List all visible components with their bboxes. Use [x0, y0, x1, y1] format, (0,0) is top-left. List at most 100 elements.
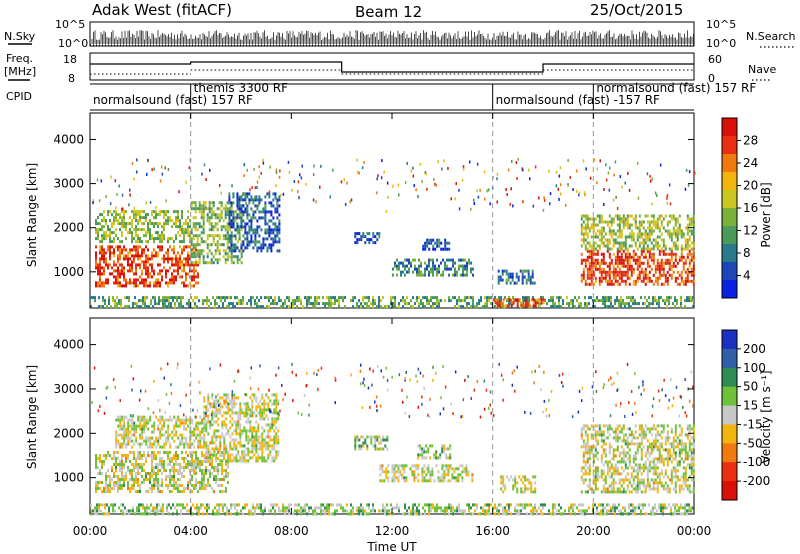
data-cell — [650, 267, 653, 271]
data-cell — [606, 249, 609, 253]
data-cell — [628, 264, 631, 268]
data-cell — [646, 249, 649, 253]
data-cell — [453, 476, 456, 480]
data-cell — [293, 180, 296, 183]
data-cell — [628, 258, 631, 262]
data-cell — [674, 258, 677, 262]
data-cell — [447, 464, 450, 468]
data-cell — [107, 266, 109, 270]
data-cell — [110, 305, 112, 309]
data-cell — [261, 402, 264, 406]
data-cell — [656, 235, 659, 239]
data-cell — [129, 269, 131, 273]
data-cell — [137, 213, 139, 217]
data-cell — [310, 296, 312, 300]
data-cell — [219, 444, 222, 448]
data-cell — [632, 217, 635, 221]
data-cell — [247, 408, 250, 412]
data-cell — [205, 429, 208, 433]
data-cell — [602, 299, 604, 303]
data-cell — [684, 276, 687, 280]
data-cell — [344, 202, 347, 206]
data-cell — [404, 181, 407, 184]
data-cell — [550, 305, 552, 309]
data-cell — [203, 487, 205, 490]
data-cell — [109, 240, 111, 244]
data-cell — [183, 418, 186, 422]
data-cell — [626, 273, 629, 277]
data-cell — [103, 251, 105, 255]
data-cell — [227, 408, 230, 412]
data-cell — [145, 254, 147, 258]
data-cell — [666, 305, 668, 309]
data-cell — [271, 444, 274, 448]
data-cell — [395, 464, 398, 468]
data-cell — [411, 464, 414, 468]
data-cell — [634, 252, 637, 256]
data-cell — [187, 228, 189, 232]
data-cell — [448, 273, 450, 277]
data-cell — [266, 246, 269, 250]
data-cell — [674, 255, 677, 259]
data-cell — [676, 217, 679, 221]
data-cell — [275, 456, 278, 460]
data-cell — [178, 302, 180, 306]
data-cell — [211, 466, 213, 469]
data-cell — [239, 429, 242, 433]
data-cell — [586, 472, 589, 476]
data-cell — [135, 240, 137, 244]
data-cell — [356, 241, 359, 245]
data-cell — [624, 302, 626, 306]
data-cell — [274, 299, 276, 303]
data-cell — [221, 432, 224, 436]
data-cell — [644, 296, 646, 300]
data-cell — [670, 276, 673, 280]
data-cell — [366, 305, 368, 309]
data-cell — [113, 251, 115, 255]
data-cell — [205, 420, 208, 424]
data-cell — [153, 439, 156, 443]
data-cell — [604, 220, 607, 224]
data-cell — [142, 299, 144, 303]
data-cell — [230, 249, 233, 253]
data-cell — [668, 252, 671, 256]
data-cell — [240, 204, 243, 208]
data-cell — [129, 430, 132, 434]
data-cell — [662, 241, 665, 245]
data-cell — [277, 441, 280, 445]
data-cell — [211, 472, 213, 475]
data-cell — [688, 217, 691, 221]
data-cell — [466, 267, 468, 271]
data-cell — [616, 223, 619, 227]
data-cell — [437, 456, 440, 460]
data-cell — [101, 472, 103, 475]
data-cell — [257, 456, 260, 460]
data-cell — [107, 228, 109, 232]
data-cell — [680, 299, 682, 303]
data-cell — [580, 226, 583, 230]
data-cell — [257, 453, 260, 457]
data-cell — [620, 235, 623, 239]
data-cell — [196, 234, 199, 238]
data-cell — [231, 411, 234, 415]
data-cell — [139, 472, 141, 475]
data-cell — [187, 442, 190, 446]
power-ylabel: Slant Range [km] — [25, 163, 39, 267]
data-cell — [313, 164, 315, 168]
data-cell — [187, 445, 190, 449]
data-cell — [425, 450, 428, 454]
data-cell — [90, 296, 92, 300]
data-cell — [457, 473, 460, 477]
data-cell — [676, 247, 679, 251]
data-cell — [161, 418, 164, 422]
data-cell — [175, 222, 177, 226]
data-cell — [210, 222, 213, 226]
data-cell — [230, 225, 233, 229]
data-cell — [145, 457, 147, 460]
data-cell — [115, 281, 117, 285]
data-cell — [102, 296, 104, 300]
data-cell — [260, 171, 262, 175]
data-cell — [141, 260, 143, 264]
data-cell — [277, 402, 280, 406]
data-cell — [103, 460, 105, 463]
